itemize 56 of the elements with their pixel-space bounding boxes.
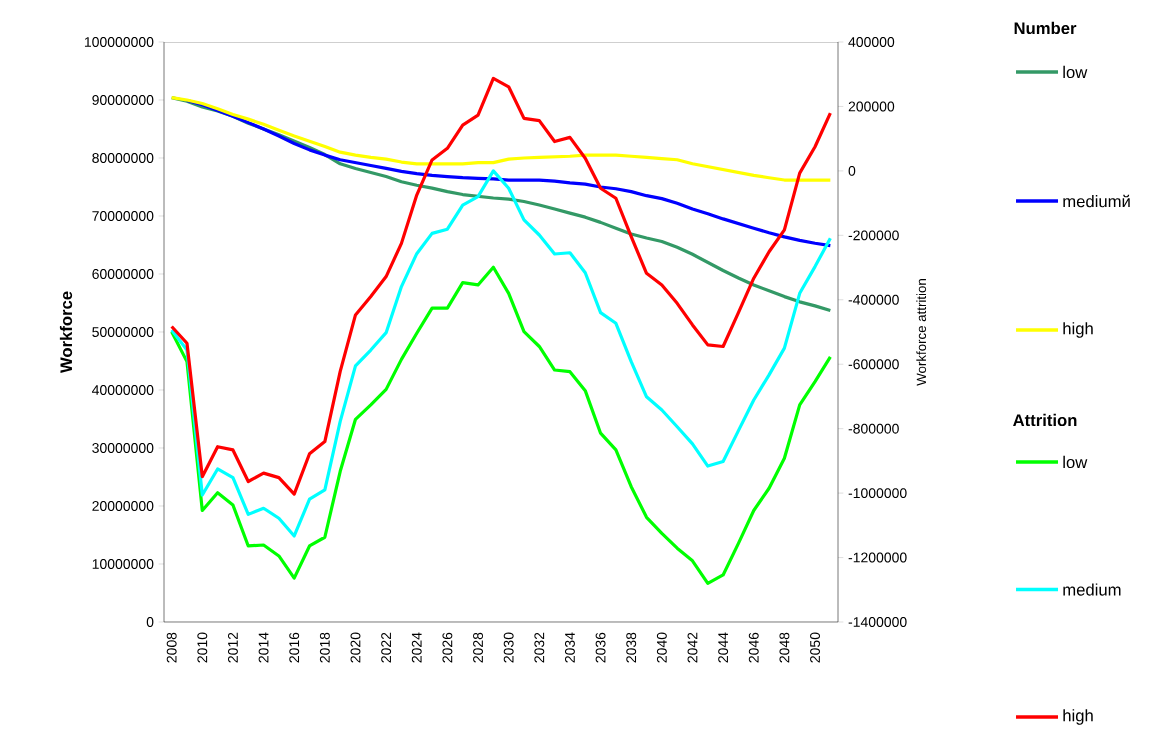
y-tick-label: 20000000	[92, 501, 154, 511]
x-tick-label: 2022	[381, 632, 392, 663]
line-series	[170, 169, 832, 538]
y-tick-label: 90000000	[92, 95, 154, 105]
x-tick-label: 2042	[687, 632, 698, 663]
x-tick-label: 2016	[289, 632, 300, 663]
y2-tick-label: -1000000	[848, 488, 907, 499]
x-tick-label: 2012	[227, 632, 238, 663]
y-tick-label: 50000000	[92, 327, 154, 337]
y-tick-label: 100000000	[84, 37, 154, 47]
legend-title: Number	[1014, 21, 1077, 35]
y2-tick-label: -1400000	[848, 617, 907, 627]
legend-label: low	[1063, 455, 1088, 469]
x-tick-label: 2030	[503, 632, 514, 663]
y-tick-label: 60000000	[92, 269, 154, 279]
y-tick-label: 70000000	[92, 211, 154, 221]
y-tick-label: 30000000	[92, 443, 154, 453]
legend-label: medium	[1063, 583, 1121, 596]
y2-tick-label: -600000	[848, 359, 899, 370]
y-tick-label: 80000000	[92, 153, 154, 163]
y2-tick-label: -800000	[848, 423, 899, 434]
text: Attrition	[1013, 413, 1077, 427]
y-axis-title: Workforce	[59, 291, 73, 374]
x-tick-label: 2028	[473, 632, 483, 663]
y-tick-label: 40000000	[92, 385, 154, 395]
x-tick-label: 2020	[350, 632, 361, 663]
y2-tick-label: 400000	[848, 37, 895, 47]
x-tick-label: 2010	[197, 632, 208, 663]
line-series	[170, 265, 832, 585]
y-tick-label: 10000000	[92, 559, 154, 569]
x-tick-label: 2018	[319, 632, 330, 663]
y2-tick-label: 200000	[848, 101, 895, 112]
legend-label: high	[1063, 322, 1093, 338]
x-tick-label: 2034	[564, 632, 575, 663]
x-tick-label: 2008	[166, 632, 177, 663]
y2-tick-label: -1200000	[848, 552, 907, 563]
x-tick-label: 2044	[718, 632, 729, 663]
legend-label: mediumй	[1063, 194, 1130, 208]
x-tick-label: 2014	[258, 632, 269, 663]
legend-label: low	[1063, 65, 1088, 79]
x-tick-label: 2038	[626, 632, 637, 663]
y-tick-label: 0	[146, 617, 154, 627]
x-tick-label: 2048	[779, 632, 790, 663]
x-tick-label: 2040	[656, 632, 667, 663]
y2-tick-label: -200000	[848, 230, 899, 241]
y2-axis-title: Workforce attrition	[916, 279, 927, 386]
legend-label: high	[1063, 709, 1093, 725]
line-series	[170, 76, 832, 496]
x-tick-label: 2036	[595, 632, 606, 663]
x-tick-label: 2026	[442, 632, 453, 663]
x-tick-label: 2024	[411, 632, 422, 663]
x-tick-label: 2032	[534, 632, 545, 663]
x-tick-label: 2046	[748, 632, 759, 663]
y2-tick-label: 0	[848, 165, 856, 176]
x-tick-label: 2050	[810, 632, 820, 663]
y2-tick-label: -400000	[848, 294, 899, 305]
